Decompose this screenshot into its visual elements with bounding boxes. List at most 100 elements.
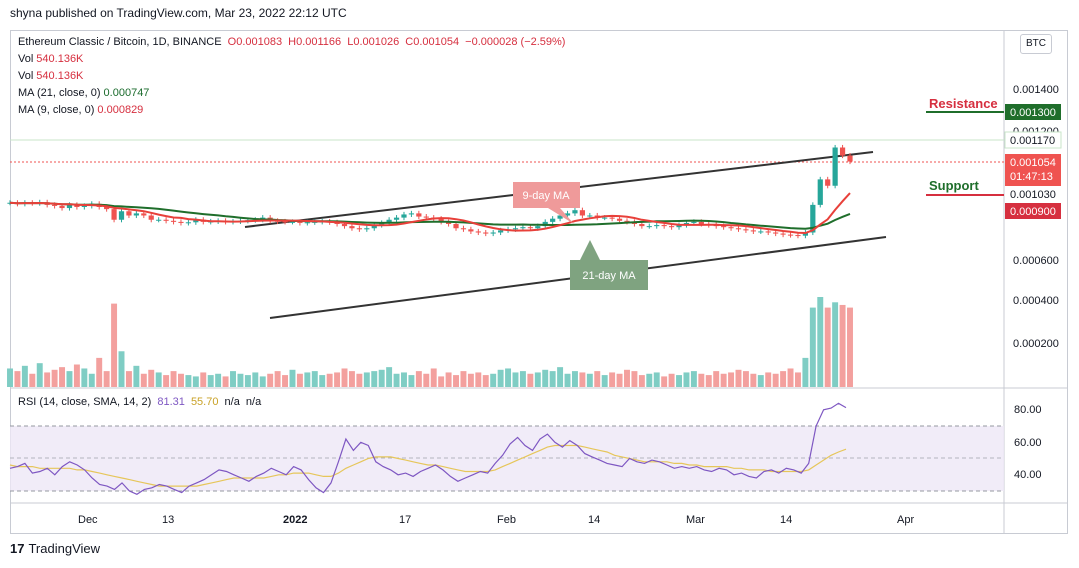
volume-bar	[334, 372, 341, 387]
volume-legend-2: Vol 540.136K	[18, 70, 84, 82]
volume-bar	[668, 373, 675, 387]
candle-body	[832, 147, 838, 186]
candle-body	[148, 215, 154, 220]
candle-body	[661, 225, 667, 227]
svg-text:14: 14	[780, 514, 792, 526]
ohlc-high: H0.001166	[288, 36, 342, 48]
volume-bar	[519, 371, 526, 387]
tradingview-footer[interactable]: 17 TradingView	[10, 541, 101, 556]
svg-text:40.00: 40.00	[1014, 469, 1042, 481]
candle-body	[550, 218, 556, 222]
svg-text:21-day MA: 21-day MA	[582, 270, 636, 282]
currency-button[interactable]: BTC	[1020, 34, 1052, 54]
volume-bar	[794, 372, 801, 387]
volume-bar	[646, 373, 653, 387]
candle-body	[728, 227, 734, 229]
volume-bar	[423, 373, 430, 387]
candle-body	[721, 226, 727, 228]
volume-bar	[386, 367, 393, 387]
candle-body	[572, 210, 578, 214]
candle-body	[178, 221, 184, 223]
volume-bar	[564, 373, 571, 387]
candle-body	[185, 222, 192, 224]
price-axis[interactable]: 0.001400 0.001300 0.001200 0.001170 0.00…	[1004, 84, 1062, 350]
candle-body	[512, 228, 519, 230]
svg-text:80.00: 80.00	[1014, 404, 1042, 416]
candle-body	[483, 232, 489, 234]
candle-body	[490, 232, 496, 234]
candle-body	[839, 147, 846, 156]
volume-bar	[438, 376, 445, 387]
volume-bar	[490, 373, 497, 387]
candle-body	[773, 232, 779, 234]
volume-bar	[88, 373, 95, 387]
volume-bar	[274, 371, 281, 387]
volume-bar	[66, 371, 73, 387]
svg-text:Resistance: Resistance	[929, 96, 998, 111]
ma9-line	[9, 192, 851, 235]
svg-text:Support: Support	[929, 178, 979, 193]
candle-body	[393, 217, 400, 220]
time-axis[interactable]: Dec 13 2022 17 Feb 14 Mar 14 Apr	[78, 514, 914, 526]
volume-bar	[393, 373, 400, 387]
candle-body	[468, 229, 474, 232]
candle-body	[163, 219, 169, 221]
svg-text:Apr: Apr	[897, 514, 914, 526]
volume-bar	[772, 373, 779, 387]
candle-body	[498, 230, 504, 233]
candle-body	[735, 228, 742, 230]
candle-body	[616, 218, 623, 221]
volume-bar	[170, 371, 177, 387]
volume-bar	[542, 369, 549, 387]
volume-bar	[296, 373, 303, 387]
volume-bar	[594, 371, 601, 387]
svg-text:60.00: 60.00	[1014, 437, 1042, 449]
volume-bar	[586, 373, 593, 387]
candle-body	[133, 213, 139, 216]
svg-text:17: 17	[399, 514, 411, 526]
volume-bar	[728, 372, 735, 387]
volume-bar	[282, 375, 289, 387]
price-tick: 0.000200	[1013, 338, 1059, 350]
candle-body	[297, 221, 303, 223]
volume-bar	[73, 364, 80, 387]
candle-body	[156, 219, 162, 221]
price-tick: 0.000400	[1013, 295, 1059, 307]
volume-bar	[111, 303, 118, 387]
volume-bar	[683, 372, 690, 387]
svg-text:13: 13	[162, 514, 174, 526]
candle-body	[401, 214, 407, 218]
volume-bar	[215, 373, 222, 387]
volume-bar	[609, 372, 616, 387]
volume-bar	[207, 375, 214, 387]
volume-bar	[475, 372, 482, 387]
svg-text:9-day MA: 9-day MA	[522, 190, 570, 202]
candle-body	[126, 211, 132, 216]
candle-body	[193, 219, 199, 223]
volume-bar	[311, 371, 318, 387]
volume-bar	[118, 351, 125, 387]
price-label-resistance: 0.001300	[1010, 107, 1056, 119]
volume-bar	[638, 375, 645, 387]
volume-bar	[847, 307, 853, 387]
volume-bar	[765, 372, 772, 387]
candle-body	[579, 210, 585, 216]
ma21-line	[9, 201, 851, 230]
volume-bar	[698, 373, 705, 387]
candle-body	[282, 221, 288, 223]
candle-body	[349, 226, 355, 229]
volume-bar	[81, 368, 88, 387]
volume-bar	[571, 371, 578, 387]
volume-bar	[341, 368, 348, 387]
volume-bar	[757, 375, 764, 387]
candle-body	[341, 224, 348, 227]
volume-bar	[653, 372, 660, 387]
candle-body	[676, 225, 682, 228]
svg-text:Mar: Mar	[686, 514, 705, 526]
candle-body	[118, 211, 125, 220]
volume-bar	[244, 375, 251, 387]
ma9-callout: 9-day MA	[513, 182, 580, 224]
volume-bar	[96, 357, 103, 387]
ma21-callout: 21-day MA	[570, 240, 648, 290]
